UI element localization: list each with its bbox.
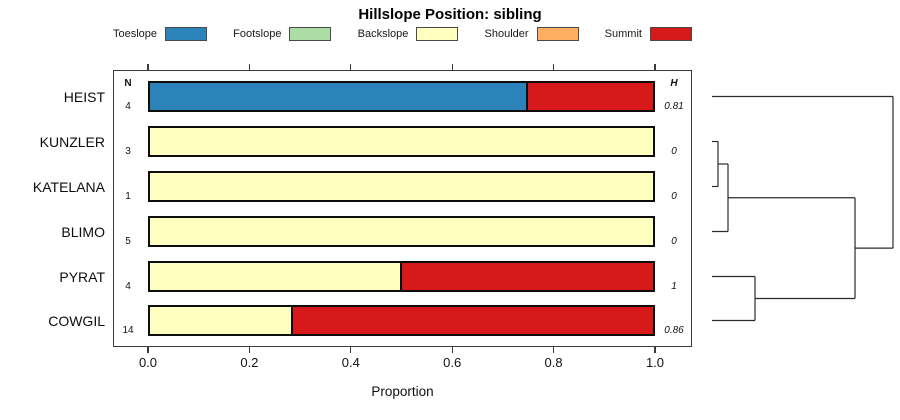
n-value: 14 [122,324,134,336]
legend-item: Toeslope [113,27,208,41]
x-tick-top [654,64,656,70]
n-value: 4 [125,280,131,292]
x-tick-bottom [147,347,149,353]
h-value: 0.81 [664,100,684,112]
row-label: HEIST [63,88,105,105]
x-tick-top [350,64,352,70]
bar-segment [399,261,655,292]
plot-box [113,70,692,347]
legend-swatch [649,27,692,41]
row-label: KATELANA [32,178,105,195]
legend-label: Summit [604,28,642,40]
n-value: 3 [125,145,131,157]
bar-segment [148,126,655,157]
h-column-header: H [670,78,678,89]
x-tick-bottom [553,347,555,353]
bar-segment [291,305,655,336]
x-tick-top [553,64,555,70]
h-value: 1 [671,280,677,292]
legend-swatch [536,27,579,41]
legend-label: Footslope [233,28,282,40]
legend-item: Shoulder [485,27,579,41]
row-label: BLIMO [61,223,105,240]
bar-segment [148,305,293,336]
h-value: 0 [671,145,677,157]
x-tick-bottom [451,347,453,353]
bar-segment [148,171,655,202]
x-tick-bottom [248,347,251,353]
legend: Toeslope Footslope Backslope Shoulder Summit [113,27,692,41]
bar-segment [148,261,402,292]
x-tick-label: 0.0 [138,355,158,370]
x-tick-label: 0.4 [341,355,360,370]
legend-swatch [416,27,459,41]
n-column-header: N [124,78,132,89]
x-tick-label: 0.8 [544,355,563,370]
n-value: 4 [125,100,131,112]
legend-label: Shoulder [484,28,529,40]
x-tick-bottom [654,347,656,353]
legend-swatch [165,27,208,41]
row-label: COWGIL [48,312,105,329]
x-tick-top [248,64,251,70]
legend-item: Summit [605,27,692,41]
legend-label: Backslope [357,28,409,40]
n-value: 1 [125,190,131,202]
bar-segment [526,81,655,112]
x-tick-label: 1.0 [645,355,665,370]
bar-segment [148,81,529,112]
chart-title: Hillslope Position: sibling [358,6,542,23]
h-value: 0 [671,235,677,247]
h-value: 0 [671,190,677,202]
n-value: 5 [125,235,131,247]
row-label: PYRAT [59,268,105,285]
x-tick-top [147,64,149,70]
x-tick-label: 0.6 [443,355,462,370]
x-tick-bottom [350,347,352,353]
legend-item: Footslope [233,27,332,41]
x-axis-label: Proportion [371,384,434,399]
row-label: KUNZLER [39,133,105,150]
legend-label: Toeslope [113,28,158,40]
legend-item: Backslope [358,27,459,41]
h-value: 0.86 [664,324,684,336]
legend-swatch [289,27,332,41]
x-tick-top [451,64,453,70]
x-tick-label: 0.2 [240,355,259,370]
bar-segment [148,216,655,247]
